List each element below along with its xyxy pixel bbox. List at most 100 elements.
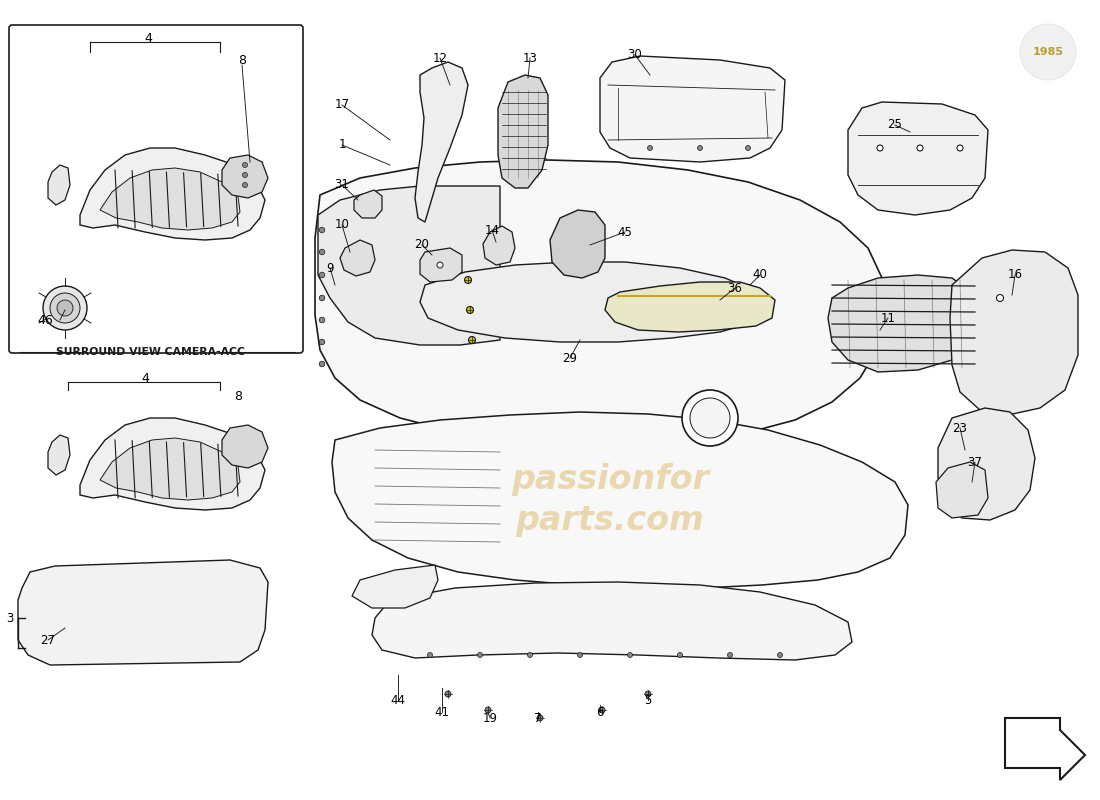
Circle shape — [627, 653, 632, 658]
Text: 11: 11 — [880, 311, 895, 325]
Circle shape — [678, 653, 682, 658]
Circle shape — [957, 145, 962, 151]
Polygon shape — [100, 168, 240, 230]
Polygon shape — [80, 418, 265, 510]
Text: 19: 19 — [483, 711, 497, 725]
Circle shape — [428, 653, 432, 658]
Text: 9: 9 — [327, 262, 333, 274]
Circle shape — [50, 293, 80, 323]
Text: 46: 46 — [37, 314, 53, 326]
Text: 4: 4 — [144, 31, 152, 45]
Text: 17: 17 — [334, 98, 350, 111]
Circle shape — [319, 227, 324, 233]
Polygon shape — [420, 248, 462, 282]
Circle shape — [437, 262, 443, 268]
Circle shape — [57, 300, 73, 316]
Polygon shape — [1005, 718, 1085, 780]
Text: 44: 44 — [390, 694, 406, 706]
Polygon shape — [415, 62, 468, 222]
Circle shape — [319, 250, 324, 254]
Circle shape — [477, 653, 483, 658]
Polygon shape — [828, 275, 978, 372]
Polygon shape — [372, 582, 852, 660]
Polygon shape — [352, 565, 438, 608]
Circle shape — [778, 653, 782, 658]
Polygon shape — [80, 148, 265, 240]
Circle shape — [319, 362, 324, 366]
Text: 7: 7 — [535, 711, 541, 725]
Polygon shape — [18, 560, 268, 665]
Polygon shape — [340, 240, 375, 276]
Text: 36: 36 — [727, 282, 742, 294]
Text: 6: 6 — [596, 706, 604, 718]
Polygon shape — [498, 75, 548, 188]
Circle shape — [600, 707, 605, 713]
Circle shape — [648, 146, 652, 150]
Text: 14: 14 — [484, 223, 499, 237]
Circle shape — [537, 715, 543, 721]
Polygon shape — [936, 462, 988, 518]
Text: 8: 8 — [238, 54, 246, 66]
Circle shape — [242, 173, 248, 178]
Text: 1985: 1985 — [1033, 47, 1064, 57]
Polygon shape — [354, 190, 382, 218]
Circle shape — [1020, 24, 1076, 80]
Circle shape — [446, 691, 451, 697]
Circle shape — [43, 286, 87, 330]
Text: 25: 25 — [888, 118, 902, 131]
Text: 13: 13 — [522, 51, 538, 65]
Text: 10: 10 — [334, 218, 350, 231]
Circle shape — [682, 390, 738, 446]
Polygon shape — [600, 56, 785, 162]
Polygon shape — [605, 282, 775, 332]
Polygon shape — [222, 425, 268, 468]
Circle shape — [727, 653, 733, 658]
Circle shape — [578, 653, 583, 658]
Text: 4: 4 — [141, 371, 149, 385]
Circle shape — [466, 306, 473, 314]
Text: 27: 27 — [41, 634, 55, 646]
Text: 29: 29 — [562, 351, 578, 365]
Circle shape — [242, 182, 248, 187]
Circle shape — [319, 295, 324, 301]
Polygon shape — [100, 438, 240, 500]
FancyBboxPatch shape — [9, 25, 302, 353]
Circle shape — [242, 162, 248, 167]
Circle shape — [877, 145, 883, 151]
Text: passionfor
parts.com: passionfor parts.com — [510, 463, 710, 537]
Text: 31: 31 — [334, 178, 350, 191]
Polygon shape — [332, 412, 908, 588]
Polygon shape — [420, 262, 762, 342]
Text: 20: 20 — [415, 238, 429, 251]
Text: 37: 37 — [968, 455, 982, 469]
Circle shape — [746, 146, 750, 150]
Circle shape — [917, 145, 923, 151]
Polygon shape — [48, 435, 70, 475]
Polygon shape — [483, 226, 515, 265]
Circle shape — [528, 653, 532, 658]
Circle shape — [690, 398, 730, 438]
Text: 23: 23 — [953, 422, 967, 434]
Circle shape — [997, 294, 1003, 302]
Text: 30: 30 — [628, 49, 642, 62]
Circle shape — [464, 277, 472, 283]
Polygon shape — [848, 102, 988, 215]
Text: 3: 3 — [7, 611, 13, 625]
Polygon shape — [950, 250, 1078, 415]
Polygon shape — [938, 408, 1035, 520]
Circle shape — [697, 146, 703, 150]
Polygon shape — [222, 155, 268, 198]
Text: 40: 40 — [752, 269, 768, 282]
Text: 45: 45 — [617, 226, 632, 238]
Circle shape — [319, 339, 324, 345]
Circle shape — [645, 691, 651, 697]
Text: 41: 41 — [434, 706, 450, 718]
Circle shape — [319, 317, 324, 322]
Text: 1: 1 — [339, 138, 345, 151]
Circle shape — [485, 707, 491, 713]
Text: 12: 12 — [432, 51, 448, 65]
Polygon shape — [315, 160, 886, 444]
Circle shape — [319, 272, 324, 278]
Text: 16: 16 — [1008, 269, 1023, 282]
Text: SURROUND VIEW CAMERA-ACC: SURROUND VIEW CAMERA-ACC — [55, 347, 244, 357]
